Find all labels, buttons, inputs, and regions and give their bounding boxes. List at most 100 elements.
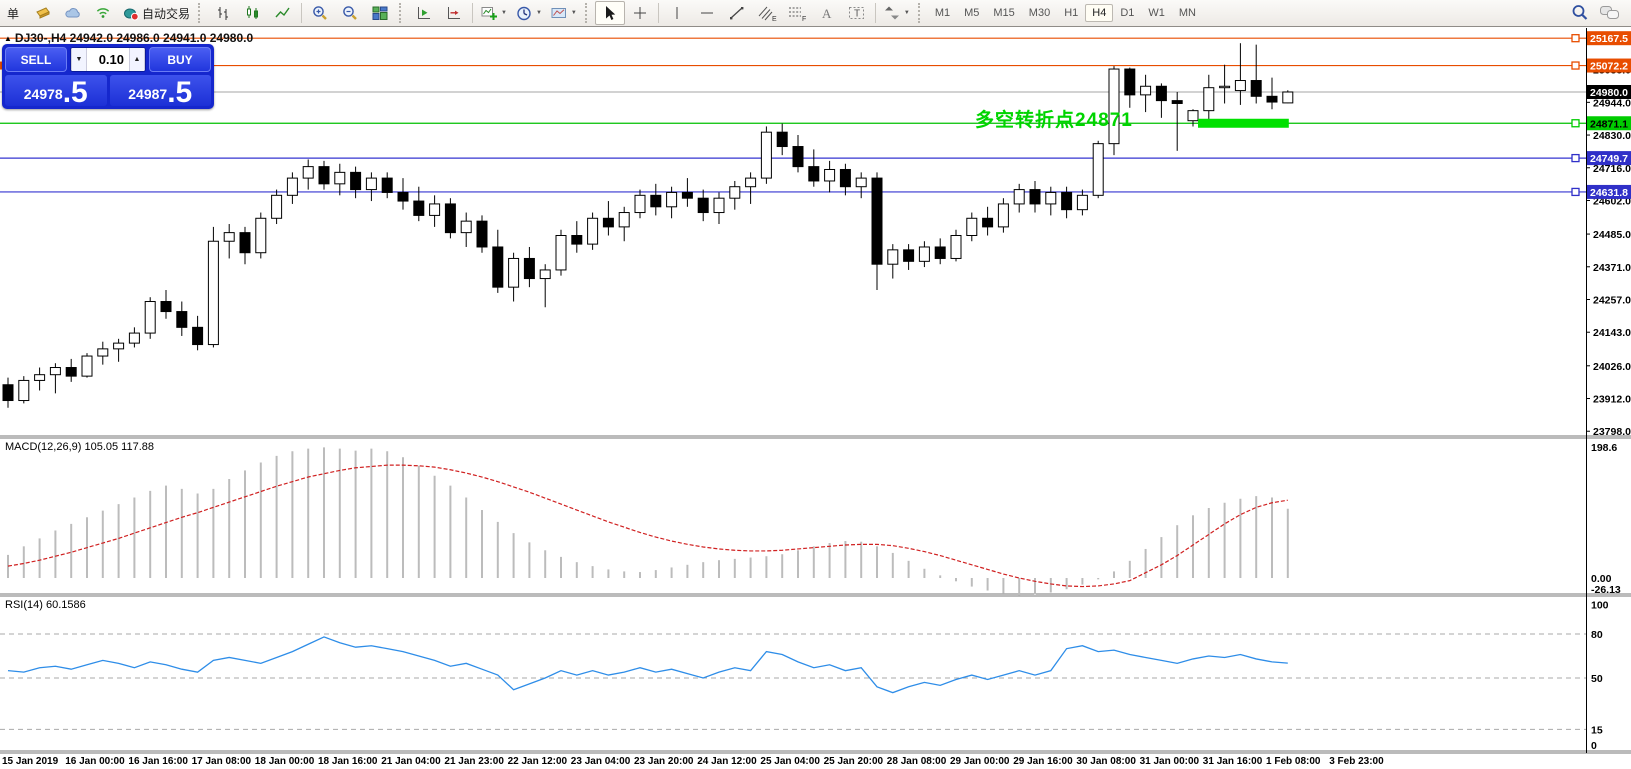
trendline-button[interactable] — [722, 1, 752, 25]
candle-body — [1155, 85, 1167, 102]
buy-button[interactable]: BUY — [149, 47, 211, 72]
candle-body — [1203, 87, 1215, 112]
chat-button[interactable] — [1595, 1, 1625, 25]
fibonacci-button[interactable]: F — [782, 1, 812, 25]
chevron-down-icon: ▼ — [570, 10, 577, 16]
chart-shift-button[interactable] — [439, 1, 469, 25]
timeframe-M30[interactable]: M30 — [1028, 7, 1051, 19]
time-axis-label: 25 Jan 04:00 — [760, 756, 820, 767]
clock-icon — [515, 4, 533, 22]
time-axis-label: 30 Jan 08:00 — [1076, 756, 1136, 767]
line-chart-button[interactable] — [268, 1, 298, 25]
chart-shift-icon — [445, 4, 463, 22]
price-tick-label: 24944.0 — [1593, 97, 1631, 109]
timeframe-M15[interactable]: M15 — [993, 7, 1015, 19]
time-axis-label: 31 Jan 00:00 — [1140, 756, 1200, 767]
horizontal-line-button[interactable] — [692, 1, 722, 25]
buy-price[interactable]: 24987.5 — [109, 75, 211, 107]
svg-text:A: A — [822, 6, 832, 21]
timeframe-M5[interactable]: M5 — [964, 7, 980, 19]
macd-axis-label: 0.00 — [1591, 573, 1612, 585]
candle-body — [808, 166, 820, 182]
line-handle — [1571, 187, 1580, 197]
signal-icon — [94, 4, 112, 22]
trendline-icon — [728, 4, 746, 22]
equidistant-channel-button[interactable]: E — [752, 1, 782, 25]
rsi-axis-label: 80 — [1591, 629, 1603, 641]
candle-body — [587, 217, 599, 245]
candlestick-chart-button[interactable] — [238, 1, 268, 25]
new-order-button[interactable]: 单 — [0, 1, 28, 25]
line-handle — [1571, 153, 1580, 163]
chevron-down-icon: ▼ — [501, 10, 507, 16]
volume-increase-button[interactable]: ▲ — [129, 48, 145, 71]
rsi-indicator-label: RSI(14) 60.1586 — [5, 599, 86, 611]
price-badge-label: 25167.5 — [1590, 33, 1628, 45]
timeframe-M1[interactable]: M1 — [934, 7, 951, 19]
timeframe-W1[interactable]: W1 — [1148, 7, 1165, 19]
candle-body — [539, 269, 551, 280]
candle-body — [429, 203, 441, 216]
timeframe-D1[interactable]: D1 — [1120, 7, 1135, 19]
price-badge — [1587, 58, 1631, 73]
price-badge-label: 24980.0 — [1590, 87, 1628, 99]
macd-indicator-label: MACD(12,26,9) 105.05 117.88 — [5, 441, 154, 453]
market-watch-button[interactable] — [28, 1, 58, 25]
search-icon — [1570, 3, 1590, 23]
candle-body — [34, 374, 46, 381]
candle-body — [650, 194, 662, 208]
auto-scroll-button[interactable] — [409, 1, 439, 25]
price-tick-label: 24485.0 — [1593, 229, 1631, 241]
timeframe-H1[interactable]: H1 — [1064, 7, 1079, 19]
toolbar-separator — [301, 3, 303, 23]
periods-button[interactable]: ▼ — [511, 1, 546, 25]
volume-input[interactable]: 0.10 — [98, 52, 124, 67]
autotrading-button[interactable]: 自动交易 — [118, 1, 194, 25]
svg-text:T: T — [854, 9, 860, 20]
cloud-button[interactable] — [58, 1, 88, 25]
candle-body — [966, 217, 978, 236]
candle-body — [192, 326, 204, 346]
volume-decrease-button[interactable]: ▼ — [71, 48, 87, 71]
timeframe-H4[interactable]: H4 — [1085, 4, 1114, 22]
vertical-line-button[interactable] — [662, 1, 692, 25]
candle-body — [1282, 91, 1294, 104]
search-button[interactable] — [1565, 1, 1595, 25]
candle-body — [176, 311, 188, 328]
candle-body — [365, 177, 377, 191]
time-axis-label: 15 Jan 2019 — [2, 756, 59, 767]
timeframe-MN[interactable]: MN — [1178, 7, 1196, 19]
text-label-button[interactable]: T — [842, 1, 872, 25]
sell-button[interactable]: SELL — [5, 47, 67, 72]
zoom-in-button[interactable] — [305, 1, 335, 25]
main-toolbar: 单 自动交易 ▼ ▼ — [0, 0, 1631, 27]
templates-button[interactable]: ▼ — [546, 1, 581, 25]
candlestick-chart-icon — [244, 4, 262, 22]
candle-body — [18, 379, 30, 402]
sell-price[interactable]: 24978.5 — [5, 75, 107, 107]
time-axis-label: 16 Jan 00:00 — [65, 756, 125, 767]
arrows-button[interactable]: ▼ — [879, 1, 914, 25]
candle-body — [413, 200, 425, 216]
crosshair-button[interactable] — [625, 1, 655, 25]
candle-body — [681, 191, 693, 199]
zoom-out-button[interactable] — [335, 1, 365, 25]
candle-body — [97, 348, 109, 357]
bar-chart-button[interactable] — [208, 1, 238, 25]
time-axis-label: 21 Jan 04:00 — [381, 756, 441, 767]
candle-body — [223, 232, 235, 242]
tile-windows-button[interactable] — [365, 1, 395, 25]
signal-button[interactable] — [88, 1, 118, 25]
price-badge — [1587, 31, 1631, 46]
candle-body — [982, 217, 994, 228]
candle-body — [824, 168, 836, 182]
indicators-button[interactable]: ▼ — [476, 1, 511, 25]
tile-windows-icon — [371, 4, 389, 22]
fibonacci-icon: F — [787, 4, 807, 22]
text-button[interactable]: A — [812, 1, 842, 25]
candle-body — [492, 246, 504, 288]
panel-collapse-icon[interactable]: ▲ — [4, 34, 12, 43]
toolbar-separator — [472, 3, 474, 23]
cursor-button[interactable] — [594, 1, 625, 25]
